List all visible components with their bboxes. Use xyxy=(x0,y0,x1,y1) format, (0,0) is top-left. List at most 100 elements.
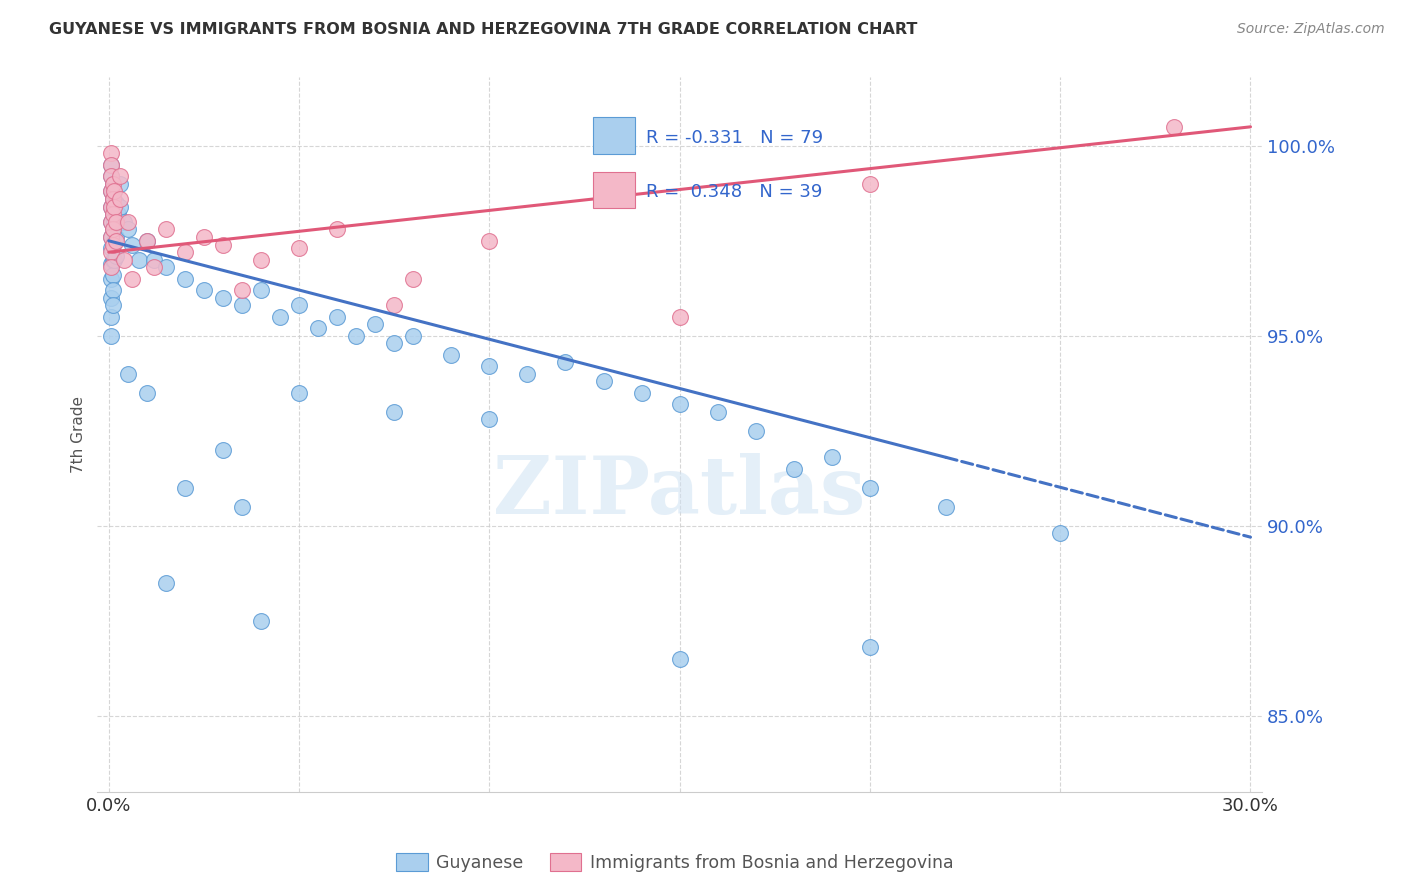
Point xyxy=(307,321,329,335)
Point xyxy=(101,298,124,312)
Point xyxy=(288,298,311,312)
Point xyxy=(112,215,135,229)
Point xyxy=(344,328,367,343)
Point xyxy=(135,234,157,248)
Point xyxy=(101,192,124,206)
Point xyxy=(100,200,122,214)
Point xyxy=(135,385,157,400)
Point xyxy=(103,215,125,229)
Point xyxy=(250,614,273,628)
Point xyxy=(100,158,122,172)
Point xyxy=(143,252,166,267)
Point xyxy=(105,249,128,263)
Point xyxy=(101,268,124,282)
Point xyxy=(100,257,122,271)
Point xyxy=(101,207,124,221)
Point xyxy=(100,230,122,244)
Point xyxy=(100,260,122,275)
Point xyxy=(117,222,139,236)
Point xyxy=(402,272,425,286)
Point xyxy=(516,367,538,381)
Point xyxy=(326,222,349,236)
Point xyxy=(859,177,882,191)
Point xyxy=(100,328,122,343)
Point xyxy=(117,367,139,381)
Point xyxy=(155,260,177,275)
Point xyxy=(100,185,122,199)
Point xyxy=(100,230,122,244)
Point xyxy=(100,185,122,199)
Point xyxy=(101,237,124,252)
Point xyxy=(121,272,143,286)
Point xyxy=(478,234,501,248)
Point xyxy=(100,272,122,286)
Point xyxy=(326,310,349,324)
Point xyxy=(100,158,122,172)
Point xyxy=(105,230,128,244)
Point xyxy=(440,348,463,362)
Point xyxy=(108,200,131,214)
Point xyxy=(105,211,128,225)
Point xyxy=(100,310,122,324)
Point xyxy=(100,200,122,214)
Point xyxy=(101,192,124,206)
Y-axis label: 7th Grade: 7th Grade xyxy=(72,396,86,473)
Point xyxy=(668,397,690,411)
Legend: Guyanese, Immigrants from Bosnia and Herzegovina: Guyanese, Immigrants from Bosnia and Her… xyxy=(389,847,960,879)
Point xyxy=(212,237,235,252)
Point xyxy=(105,195,128,210)
Point xyxy=(193,230,215,244)
Point xyxy=(100,245,122,260)
Point xyxy=(193,283,215,297)
Point xyxy=(121,237,143,252)
Point xyxy=(783,462,806,476)
Point xyxy=(143,260,166,275)
Point xyxy=(100,146,122,161)
Point xyxy=(103,200,125,214)
Point xyxy=(668,310,690,324)
Point xyxy=(103,185,125,199)
Point xyxy=(112,252,135,267)
Point xyxy=(212,291,235,305)
Point xyxy=(100,241,122,255)
Point xyxy=(630,385,652,400)
Point xyxy=(364,318,387,332)
Point xyxy=(101,177,124,191)
Point xyxy=(101,252,124,267)
Point xyxy=(668,651,690,665)
Point xyxy=(250,252,273,267)
Point xyxy=(745,424,768,438)
Point xyxy=(935,500,957,514)
Point xyxy=(859,640,882,655)
Point xyxy=(103,234,125,248)
Point xyxy=(478,412,501,426)
Point xyxy=(103,200,125,214)
Point xyxy=(100,215,122,229)
Point xyxy=(478,359,501,374)
Point xyxy=(155,575,177,590)
Point xyxy=(1163,120,1185,134)
Point xyxy=(128,252,150,267)
Point xyxy=(231,500,253,514)
Point xyxy=(382,336,405,351)
Point xyxy=(155,222,177,236)
Point xyxy=(382,405,405,419)
Point xyxy=(231,283,253,297)
Point xyxy=(101,222,124,236)
Point xyxy=(173,245,195,260)
Point xyxy=(101,237,124,252)
Point xyxy=(101,283,124,297)
Point xyxy=(250,283,273,297)
Point xyxy=(269,310,291,324)
Point xyxy=(859,481,882,495)
Point xyxy=(100,169,122,184)
Point xyxy=(117,215,139,229)
Text: Source: ZipAtlas.com: Source: ZipAtlas.com xyxy=(1237,22,1385,37)
Point xyxy=(105,234,128,248)
Point xyxy=(706,405,728,419)
Point xyxy=(103,185,125,199)
Text: GUYANESE VS IMMIGRANTS FROM BOSNIA AND HERZEGOVINA 7TH GRADE CORRELATION CHART: GUYANESE VS IMMIGRANTS FROM BOSNIA AND H… xyxy=(49,22,918,37)
Point xyxy=(108,177,131,191)
Point xyxy=(105,215,128,229)
Point xyxy=(103,252,125,267)
